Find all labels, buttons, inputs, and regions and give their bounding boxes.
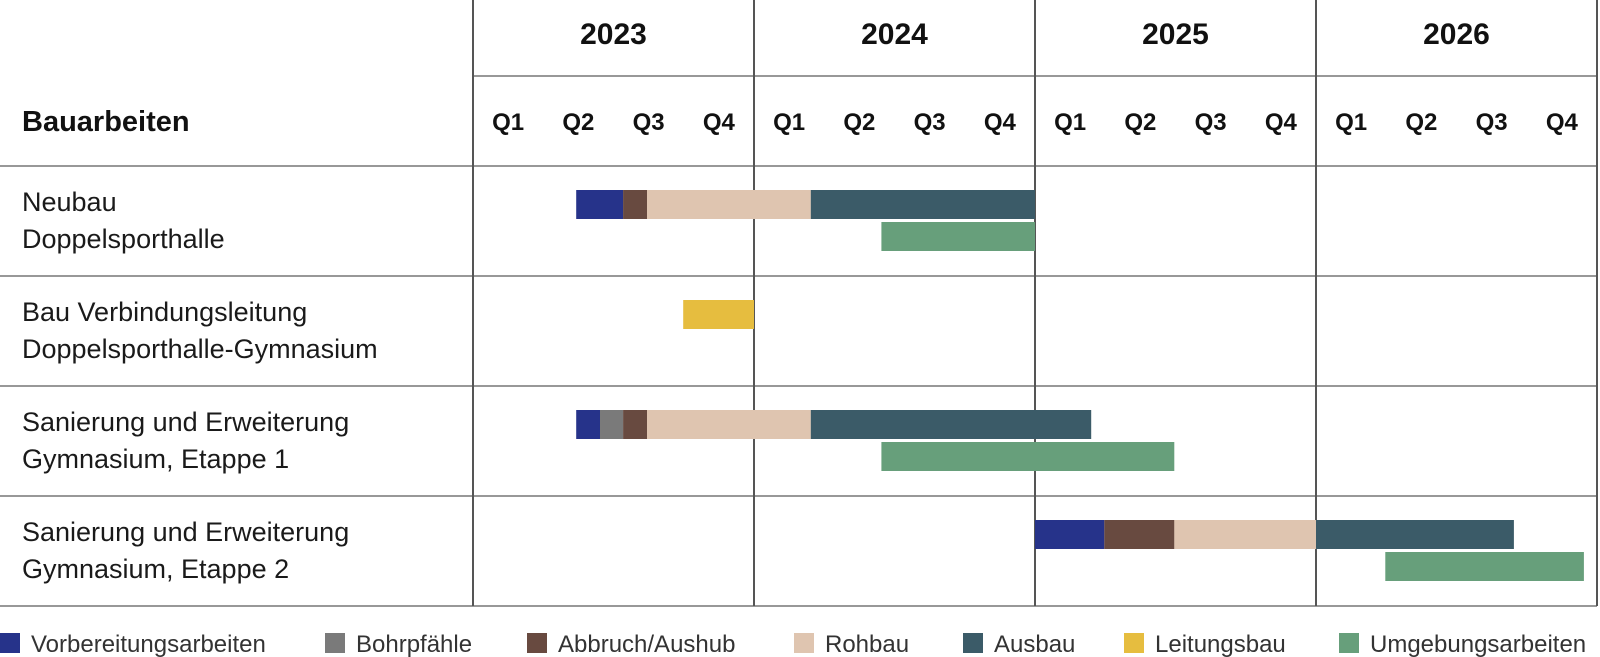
year-label-2024: 2024: [861, 18, 928, 51]
bar-ausbau: [810, 190, 1035, 219]
quarter-label: Q2: [1405, 109, 1437, 136]
year-label-2023: 2023: [580, 18, 647, 51]
bar-umgebung: [881, 442, 1175, 471]
legend-swatch-vorbereitung: [0, 633, 20, 653]
bar-ausbau: [1316, 520, 1514, 549]
legend-swatch-ausbau: [963, 633, 983, 653]
bars: [576, 190, 1584, 581]
legend-label-vorbereitung: Vorbereitungsarbeiten: [31, 631, 266, 657]
bar-umgebung: [1385, 552, 1584, 581]
quarter-label: Q1: [492, 109, 524, 136]
task-label: Bau Verbindungsleitung: [22, 297, 307, 327]
legend-label-umgebung: Umgebungsarbeiten: [1370, 631, 1586, 657]
bar-abbruch: [623, 190, 647, 219]
legend: Vorbereitungsarbeiten Bohrpfähle Abbruch/A…: [0, 631, 1586, 657]
task-label: Sanierung und Erweiterung: [22, 407, 349, 437]
quarter-label: Q1: [773, 109, 805, 136]
quarter-label: Q4: [703, 109, 736, 136]
quarter-label: Q2: [843, 109, 875, 136]
quarter-label: Q1: [1335, 109, 1367, 136]
labels: Bauarbeiten 2023 Q1 Q2 Q3 Q4 2024 Q1 Q2 Q3 Q4 2025…: [22, 18, 1579, 584]
bar-leitungsbau: [683, 300, 754, 329]
year-label-2026: 2026: [1423, 18, 1490, 51]
quarter-label: Q1: [1054, 109, 1086, 136]
quarter-label: Q3: [914, 109, 946, 136]
header-label: Bauarbeiten: [22, 106, 190, 138]
bar-rohbau: [647, 190, 811, 219]
task-label: Doppelsporthalle: [22, 224, 225, 254]
bar-abbruch: [623, 410, 647, 439]
legend-label-leitungsbau: Leitungsbau: [1155, 631, 1286, 657]
legend-swatch-leitungsbau: [1124, 633, 1144, 653]
quarter-label: Q3: [1195, 109, 1227, 136]
task-label: Sanierung und Erweiterung: [22, 517, 349, 547]
grid: [0, 0, 1598, 607]
task-label: Neubau: [22, 187, 117, 217]
quarter-label: Q3: [633, 109, 665, 136]
legend-label-bohrpfaehle: Bohrpfähle: [356, 631, 472, 657]
bar-bohrpfaehle: [600, 410, 624, 439]
year-label-2025: 2025: [1142, 18, 1209, 51]
bar-vorbereitung: [576, 410, 601, 439]
bar-rohbau: [647, 410, 811, 439]
bar-abbruch: [1104, 520, 1175, 549]
legend-label-ausbau: Ausbau: [994, 631, 1075, 657]
quarter-label: Q2: [1124, 109, 1156, 136]
bar-ausbau: [810, 410, 1092, 439]
legend-swatch-umgebung: [1339, 633, 1359, 653]
task-label: Gymnasium, Etappe 2: [22, 554, 289, 584]
legend-label-abbruch: Abbruch/Aushub: [558, 631, 735, 657]
quarter-label: Q4: [984, 109, 1017, 136]
legend-swatch-abbruch: [527, 633, 547, 653]
quarter-label: Q2: [562, 109, 594, 136]
legend-label-rohbau: Rohbau: [825, 631, 909, 657]
quarter-label: Q3: [1476, 109, 1508, 136]
task-label: Gymnasium, Etappe 1: [22, 444, 289, 474]
bar-umgebung: [881, 222, 1035, 251]
bar-vorbereitung: [576, 190, 624, 219]
quarter-label: Q4: [1265, 109, 1298, 136]
bar-rohbau: [1174, 520, 1316, 549]
legend-swatch-bohrpfaehle: [325, 633, 345, 653]
quarter-label: Q4: [1546, 109, 1579, 136]
legend-swatch-rohbau: [794, 633, 814, 653]
bar-vorbereitung: [1035, 520, 1105, 549]
task-label: Doppelsporthalle-Gymnasium: [22, 334, 378, 364]
